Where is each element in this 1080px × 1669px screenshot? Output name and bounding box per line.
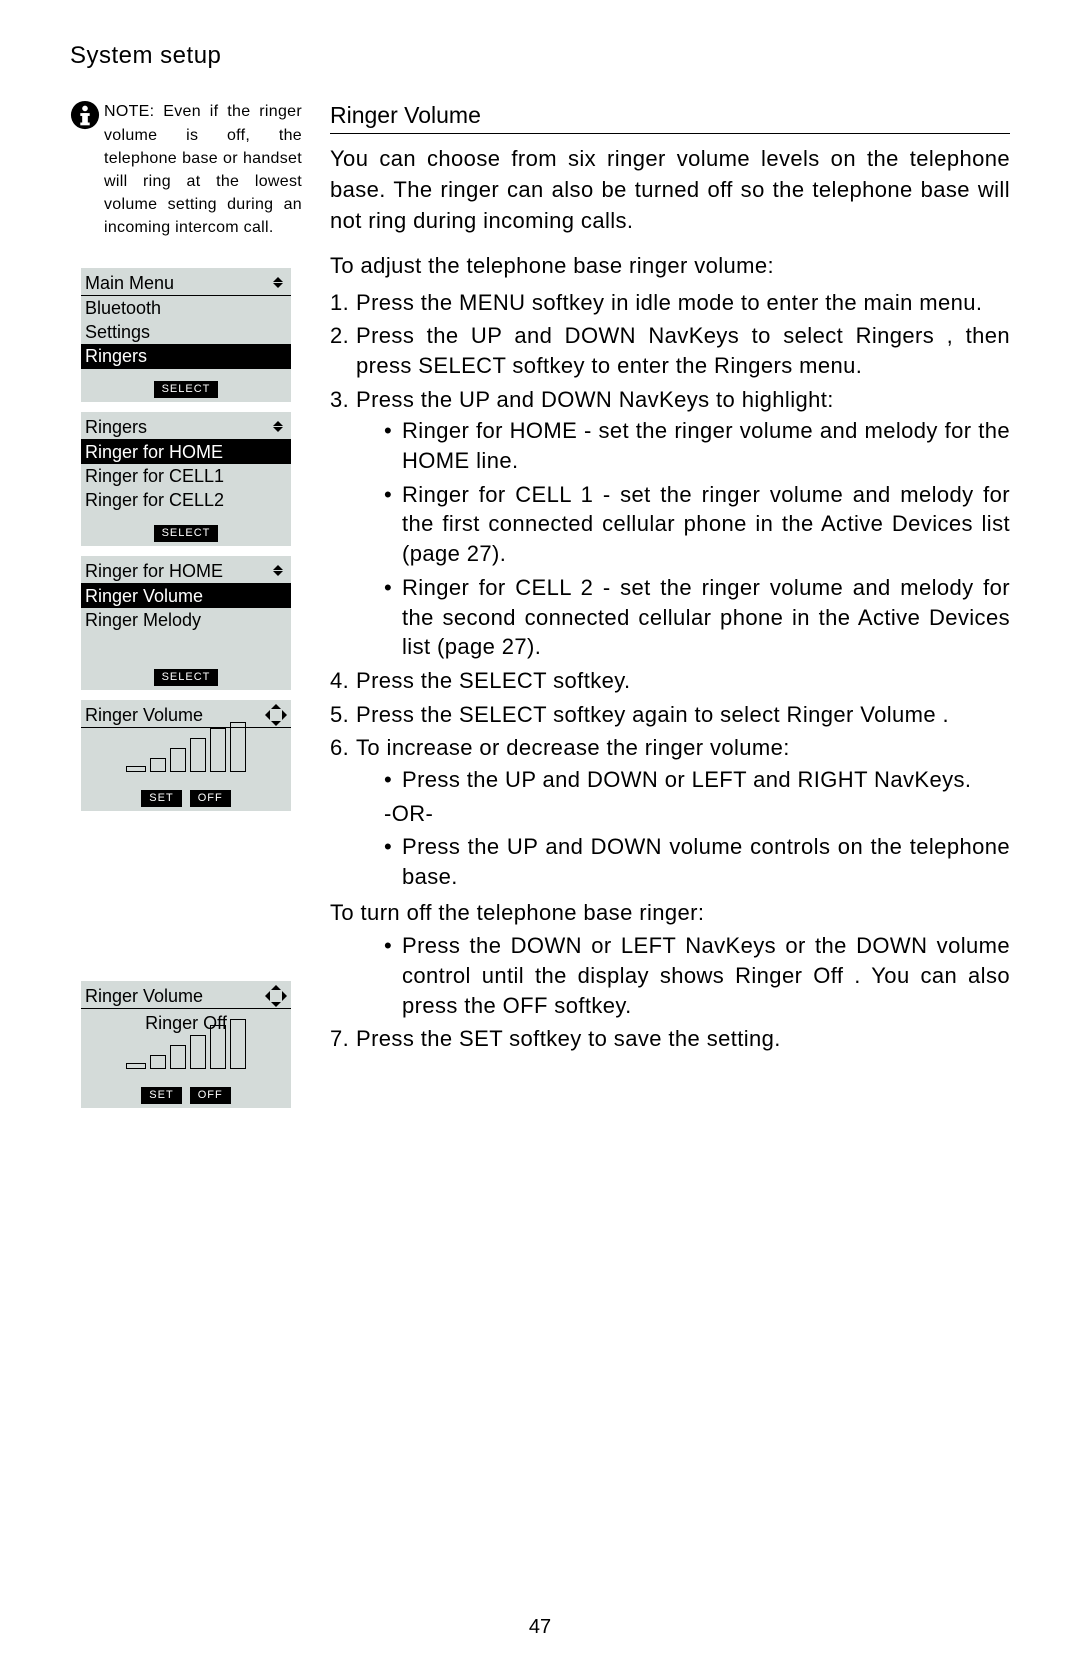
lead-in: To adjust the telephone base ringer volu… xyxy=(330,251,1010,282)
screen-title: Main Menu xyxy=(85,271,174,295)
step: To increase or decrease the ringer volum… xyxy=(330,733,1010,1020)
softkey-set: SET xyxy=(141,790,181,807)
note-text: NOTE: Even if the ringer volume is off, … xyxy=(104,100,302,239)
step-text: To increase or decrease the ringer volum… xyxy=(356,735,790,760)
menu-item: Ringer for CELL2 xyxy=(81,488,291,512)
ringer-off-label: Ringer Off xyxy=(81,1009,291,1035)
softkey-select: SELECT xyxy=(154,525,219,542)
sub-bullets: Press the UP and DOWN volume controls on… xyxy=(356,832,1010,891)
step: Press the SET softkey to save the settin… xyxy=(330,1024,1010,1054)
step: Press the UP and DOWN NavKeys to select … xyxy=(330,321,1010,380)
menu-item: Ringer for CELL1 xyxy=(81,464,291,488)
steps-list: Press the MENU softkey in idle mode to e… xyxy=(330,288,1010,1055)
left-column: NOTE: Even if the ringer volume is off, … xyxy=(70,100,302,1118)
updown-navkey-icon xyxy=(269,421,287,432)
volume-bars xyxy=(81,728,291,778)
softkey-set: SET xyxy=(141,1087,181,1104)
screen-ringer-volume: Ringer Volume SET OFF xyxy=(81,700,291,811)
sub-bullets: Ringer for HOME - set the ringer volume … xyxy=(356,416,1010,662)
screen-title: Ringers xyxy=(85,415,147,439)
bullet: Ringer for CELL 2 - set the ringer volum… xyxy=(384,573,1010,662)
right-column: Ringer Volume You can choose from six ri… xyxy=(330,100,1010,1118)
bullet: Press the DOWN or LEFT NavKeys or the DO… xyxy=(384,931,1010,1020)
note-body: Even if the ringer volume is off, the te… xyxy=(104,103,302,236)
updown-navkey-icon xyxy=(269,565,287,576)
info-icon xyxy=(70,100,100,130)
or-separator: -OR- xyxy=(356,799,1010,829)
menu-item-selected: Ringer for HOME xyxy=(81,440,291,464)
screen-main-menu: Main Menu Bluetooth Settings Ringers SEL… xyxy=(81,268,291,402)
menu-item-selected: Ringer Volume xyxy=(81,584,291,608)
fourway-navkey-icon xyxy=(265,985,287,1007)
bullet: Press the UP and DOWN volume controls on… xyxy=(384,832,1010,891)
screen-title: Ringer Volume xyxy=(85,984,203,1008)
screen-ringer-for-home: Ringer for HOME Ringer Volume Ringer Mel… xyxy=(81,556,291,690)
bullet: Ringer for HOME - set the ringer volume … xyxy=(384,416,1010,475)
note-block: NOTE: Even if the ringer volume is off, … xyxy=(70,100,302,239)
step: Press the SELECT softkey. xyxy=(330,666,1010,696)
screen-ringers: Ringers Ringer for HOME Ringer for CELL1… xyxy=(81,412,291,546)
section-heading: Ringer Volume xyxy=(330,100,1010,134)
step: Press the SELECT softkey again to select… xyxy=(330,700,1010,730)
softkey-off: OFF xyxy=(190,790,231,807)
sub-bullets: Press the UP and DOWN or LEFT and RIGHT … xyxy=(356,765,1010,795)
step: Press the MENU softkey in idle mode to e… xyxy=(330,288,1010,318)
intro-paragraph: You can choose from six ringer volume le… xyxy=(330,144,1010,236)
turnoff-lead: To turn off the telephone base ringer: xyxy=(330,898,1010,928)
menu-item: Settings xyxy=(81,320,291,344)
menu-item: Bluetooth xyxy=(81,296,291,320)
page-number: 47 xyxy=(0,1614,1080,1641)
menu-item xyxy=(81,632,291,656)
updown-navkey-icon xyxy=(269,277,287,288)
volume-bars xyxy=(81,1035,291,1075)
softkey-off: OFF xyxy=(190,1087,231,1104)
softkey-select: SELECT xyxy=(154,381,219,398)
fourway-navkey-icon xyxy=(265,704,287,726)
page-columns: NOTE: Even if the ringer volume is off, … xyxy=(70,100,1010,1118)
softkey-select: SELECT xyxy=(154,669,219,686)
screen-ringer-volume-off: Ringer Volume Ringer Off SET OFF xyxy=(81,981,291,1108)
screen-title: Ringer for HOME xyxy=(85,559,223,583)
menu-item: Ringer Melody xyxy=(81,608,291,632)
note-prefix: NOTE: xyxy=(104,103,154,120)
step-text: Press the UP and DOWN NavKeys to highlig… xyxy=(356,387,834,412)
screen-title: Ringer Volume xyxy=(85,703,203,727)
step: Press the UP and DOWN NavKeys to highlig… xyxy=(330,385,1010,662)
menu-item-selected: Ringers xyxy=(81,344,291,368)
bullet: Press the UP and DOWN or LEFT and RIGHT … xyxy=(384,765,1010,795)
bullet: Ringer for CELL 1 - set the ringer volum… xyxy=(384,480,1010,569)
page-title: System setup xyxy=(70,40,1010,72)
sub-bullets: Press the DOWN or LEFT NavKeys or the DO… xyxy=(356,931,1010,1020)
